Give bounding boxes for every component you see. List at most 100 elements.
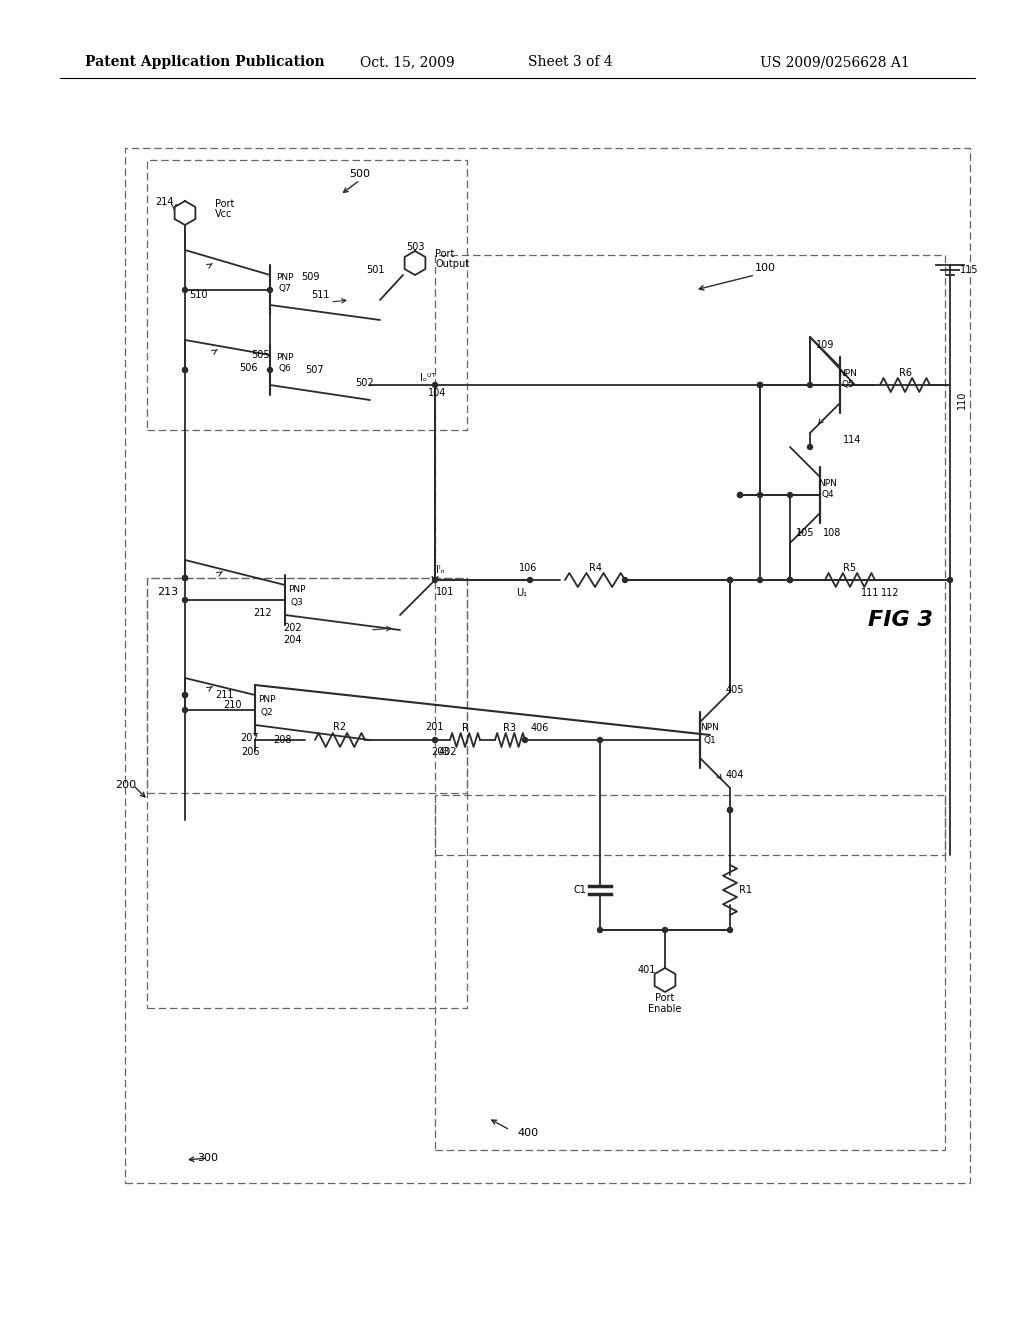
Circle shape bbox=[727, 578, 732, 582]
Text: R3: R3 bbox=[504, 723, 516, 733]
Bar bbox=[435, 795, 945, 1150]
Circle shape bbox=[432, 383, 437, 388]
Text: Q7: Q7 bbox=[279, 284, 292, 293]
Text: 211: 211 bbox=[216, 690, 234, 700]
Text: Iₒᵁᵀ: Iₒᵁᵀ bbox=[421, 374, 435, 383]
Circle shape bbox=[432, 578, 437, 582]
Circle shape bbox=[787, 578, 793, 582]
Text: PNP: PNP bbox=[288, 586, 306, 594]
Text: PNP: PNP bbox=[258, 696, 275, 705]
Bar bbox=[125, 148, 970, 1183]
Text: C1: C1 bbox=[573, 884, 587, 895]
Text: 100: 100 bbox=[755, 263, 775, 273]
Text: 112: 112 bbox=[881, 587, 899, 598]
Circle shape bbox=[597, 738, 602, 742]
Circle shape bbox=[182, 367, 187, 372]
Text: 510: 510 bbox=[188, 290, 207, 300]
Text: 402: 402 bbox=[438, 747, 458, 756]
Circle shape bbox=[182, 708, 187, 713]
Circle shape bbox=[727, 928, 732, 932]
Circle shape bbox=[727, 578, 732, 582]
Circle shape bbox=[737, 492, 742, 498]
Text: R4: R4 bbox=[589, 564, 601, 573]
Circle shape bbox=[727, 808, 732, 813]
Text: Enable: Enable bbox=[648, 1005, 682, 1014]
Bar bbox=[147, 578, 467, 1008]
Circle shape bbox=[737, 492, 742, 498]
Text: Port: Port bbox=[435, 249, 455, 259]
Circle shape bbox=[182, 576, 187, 581]
Circle shape bbox=[182, 693, 187, 697]
Text: 213: 213 bbox=[158, 587, 178, 597]
Text: Q3: Q3 bbox=[291, 598, 303, 606]
Text: Q5: Q5 bbox=[842, 380, 854, 389]
Circle shape bbox=[267, 288, 272, 293]
Text: 202: 202 bbox=[284, 623, 302, 634]
Text: R5: R5 bbox=[844, 564, 856, 573]
Text: R2: R2 bbox=[334, 722, 346, 733]
Circle shape bbox=[758, 578, 763, 582]
Text: R1: R1 bbox=[738, 884, 752, 895]
Text: Port: Port bbox=[655, 993, 675, 1003]
Text: 210: 210 bbox=[224, 700, 243, 710]
Text: NPN: NPN bbox=[818, 479, 838, 487]
Text: 207: 207 bbox=[241, 733, 259, 743]
Text: 500: 500 bbox=[349, 169, 371, 180]
Circle shape bbox=[758, 383, 763, 388]
Circle shape bbox=[182, 367, 187, 372]
Text: PNP: PNP bbox=[276, 273, 294, 282]
Text: 208: 208 bbox=[273, 735, 292, 744]
Text: 503: 503 bbox=[406, 242, 424, 252]
Circle shape bbox=[267, 367, 272, 372]
Text: 200: 200 bbox=[116, 780, 136, 789]
Text: 401: 401 bbox=[638, 965, 656, 975]
Text: 110: 110 bbox=[957, 391, 967, 409]
Text: FIG 3: FIG 3 bbox=[867, 610, 933, 630]
Text: Output: Output bbox=[435, 259, 469, 269]
Circle shape bbox=[808, 445, 812, 450]
Text: 212: 212 bbox=[254, 609, 272, 618]
Text: NPN: NPN bbox=[700, 723, 720, 733]
Text: Patent Application Publication: Patent Application Publication bbox=[85, 55, 325, 69]
Circle shape bbox=[623, 578, 628, 582]
Text: 115: 115 bbox=[961, 265, 979, 275]
Circle shape bbox=[597, 928, 602, 932]
Bar bbox=[435, 255, 945, 855]
Text: 506: 506 bbox=[239, 363, 257, 374]
Text: 405: 405 bbox=[726, 685, 744, 696]
Circle shape bbox=[182, 693, 187, 697]
Text: Vcc: Vcc bbox=[215, 209, 232, 219]
Text: 104: 104 bbox=[428, 388, 446, 399]
Text: 300: 300 bbox=[198, 1152, 218, 1163]
Text: 400: 400 bbox=[517, 1129, 539, 1138]
Circle shape bbox=[758, 383, 763, 388]
Circle shape bbox=[947, 578, 952, 582]
Text: 203: 203 bbox=[431, 747, 450, 756]
Text: 109: 109 bbox=[816, 341, 835, 350]
Text: 206: 206 bbox=[241, 747, 259, 756]
Text: 502: 502 bbox=[355, 378, 375, 388]
Bar bbox=[147, 160, 467, 430]
Text: 106: 106 bbox=[519, 564, 538, 573]
Circle shape bbox=[758, 383, 763, 388]
Text: 507: 507 bbox=[306, 366, 325, 375]
Text: Q6: Q6 bbox=[279, 363, 292, 372]
Text: R: R bbox=[462, 723, 468, 733]
Text: 511: 511 bbox=[310, 290, 330, 300]
Text: R6: R6 bbox=[898, 368, 911, 378]
Circle shape bbox=[182, 288, 187, 293]
Text: 111: 111 bbox=[861, 587, 880, 598]
Circle shape bbox=[727, 808, 732, 813]
Text: Sheet 3 of 4: Sheet 3 of 4 bbox=[528, 55, 612, 69]
Circle shape bbox=[758, 492, 763, 498]
Circle shape bbox=[182, 598, 187, 602]
Text: 406: 406 bbox=[530, 723, 549, 733]
Text: 105: 105 bbox=[796, 528, 814, 539]
Text: Q4: Q4 bbox=[821, 491, 835, 499]
Text: Oct. 15, 2009: Oct. 15, 2009 bbox=[360, 55, 455, 69]
Text: U₁: U₁ bbox=[516, 587, 527, 598]
Text: 501: 501 bbox=[366, 265, 384, 275]
Text: Q2: Q2 bbox=[261, 708, 273, 717]
Circle shape bbox=[787, 492, 793, 498]
Text: NPN: NPN bbox=[839, 368, 857, 378]
